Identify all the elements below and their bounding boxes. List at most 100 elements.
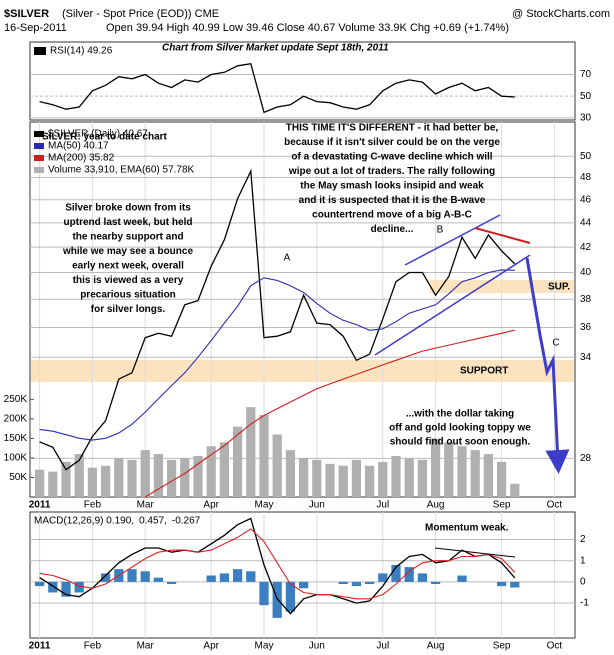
annotation: this is viewed as a very	[73, 275, 184, 286]
legend-label: MACD(12,26,9) 0.190,	[34, 516, 134, 527]
bar	[351, 459, 362, 497]
x-tick-label: Apr	[203, 500, 219, 511]
quote: Open 39.94 High 40.99 Low 39.46 Close 40…	[106, 22, 509, 34]
legend-swatch	[34, 143, 44, 149]
bar	[140, 571, 150, 582]
annotation: of a devastating C-wave decline which wi…	[291, 152, 492, 163]
y2-tick-label: 150K	[4, 433, 28, 444]
y-tick-label: 36	[580, 322, 592, 333]
y2-tick-label: 50K	[9, 472, 27, 483]
annotation: should find out soon enough.	[390, 437, 531, 448]
bar	[206, 446, 216, 497]
panel-plot: 2011 Feb Mar Apr May Jun Jul Aug Sep Oct -1 0 1 2 MACD…	[29, 512, 589, 652]
c-wave-arrow	[525, 257, 570, 474]
x-tick-label: Aug	[427, 641, 445, 652]
bar	[285, 450, 296, 497]
support-band	[31, 360, 574, 382]
y-tick-label: 1	[580, 555, 586, 566]
bar	[127, 569, 137, 582]
annotation: the nearby support and	[72, 232, 183, 243]
y-tick-label: 70	[580, 69, 592, 80]
bar	[74, 581, 84, 593]
y2-tick-label: 100K	[4, 453, 28, 464]
x-tick-label: 2011	[29, 500, 51, 511]
bar	[325, 463, 335, 497]
bar	[34, 469, 45, 497]
annotation: and it is suspected that it is the B-wav…	[299, 195, 486, 206]
legend-swatch	[34, 167, 44, 173]
panel-plot: 30 50 70 RSI(14) 49.26	[30, 46, 592, 123]
series-line	[39, 517, 516, 615]
legend-label: MA(200) 35.82	[48, 153, 115, 164]
annotation: decline...	[371, 224, 414, 235]
y-tick-label: 2	[580, 534, 586, 545]
x-tick-label: May	[255, 641, 274, 652]
x-tick-label: May	[255, 500, 274, 511]
bar	[272, 581, 282, 618]
series-line	[39, 528, 516, 600]
bar	[61, 581, 71, 597]
bar	[444, 442, 454, 497]
panel-title: RSI(14) 49.26	[50, 46, 113, 57]
channel-upper	[404, 214, 501, 266]
x-tick-label: 2011	[29, 641, 51, 652]
x-tick-label: Feb	[84, 641, 102, 652]
annotation: uptrend last week, but held	[64, 217, 193, 228]
bar	[127, 459, 137, 497]
panel-plot: 2011 Feb Mar Apr May Jun Jul Aug Sep Oct 28 34 36 38 4…	[4, 122, 592, 511]
x-tick-label: Jun	[309, 641, 325, 652]
annotation: early next week, overall	[72, 261, 184, 272]
bar	[285, 581, 296, 612]
series-line	[144, 329, 515, 497]
x-tick-label: Apr	[203, 641, 219, 652]
legend-label: $SILVER (Daily) 40.67	[48, 129, 148, 140]
date: 16-Sep-2011	[4, 22, 67, 34]
annotation: A	[284, 253, 291, 264]
annotation: countertrend move of a big A-B-C	[312, 210, 472, 221]
bar	[259, 581, 269, 606]
bar	[166, 581, 177, 584]
annotation: the May smash looks insipid and weak	[300, 181, 484, 192]
bar	[338, 581, 348, 584]
bar	[430, 438, 441, 497]
bar	[510, 581, 520, 588]
annotation: SUPPORT	[460, 366, 508, 377]
x-tick-label: Mar	[137, 500, 155, 511]
x-tick-label: Jul	[376, 641, 389, 652]
x-tick-label: Sep	[493, 641, 511, 652]
bar	[153, 577, 164, 582]
plot-area	[34, 517, 520, 618]
bar	[417, 459, 428, 497]
bar	[378, 461, 388, 497]
bar	[74, 454, 84, 497]
annotation: SILVER: year to date chart	[42, 132, 168, 143]
bar	[232, 569, 243, 582]
x-tick-label: Feb	[84, 500, 102, 511]
y-tick-label: 42	[580, 242, 592, 253]
symbol: $SILVER	[4, 8, 49, 20]
bar	[114, 457, 124, 497]
bar	[180, 457, 190, 497]
bar	[483, 454, 494, 497]
legend-label: 0.457,	[139, 516, 167, 527]
page-title: Chart from Silver Market update Sept 18t…	[162, 43, 389, 54]
y-tick-label: 40	[580, 267, 592, 278]
bar	[206, 575, 216, 582]
bar	[48, 581, 58, 593]
y-tick-label: 38	[580, 294, 592, 305]
legend-swatch	[34, 155, 44, 161]
bar	[246, 571, 256, 582]
bar	[510, 483, 520, 497]
bar	[457, 575, 467, 582]
bar	[87, 467, 98, 497]
bar	[100, 465, 111, 497]
annotation: because if it isn't silver could be on t…	[284, 137, 500, 148]
y2-tick-label: 250K	[4, 394, 28, 405]
bar	[404, 567, 414, 582]
bar	[219, 442, 230, 497]
bar	[312, 459, 322, 497]
y-tick-label: -1	[580, 598, 589, 609]
y-tick-label: 50	[580, 91, 592, 102]
downtrend-line	[474, 227, 531, 244]
